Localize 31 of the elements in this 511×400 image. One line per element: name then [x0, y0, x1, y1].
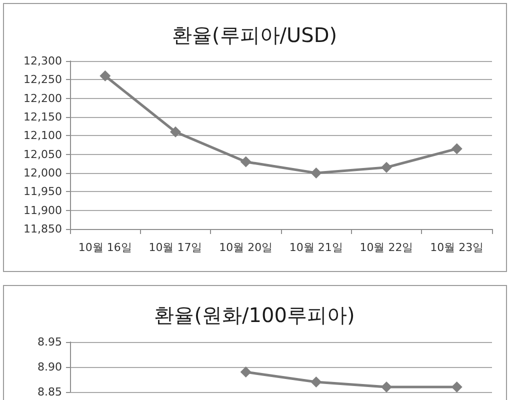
- point: [240, 366, 252, 378]
- y-tick-label: 12,250: [24, 73, 62, 86]
- y-tick-label: 12,150: [24, 110, 62, 124]
- point: [381, 382, 392, 392]
- chart-title: 환율(원화/100루피아): [154, 303, 355, 327]
- x-tick-label: 10월 22일: [360, 241, 414, 254]
- point: [100, 70, 111, 82]
- y-tick-label: 8.90: [38, 360, 62, 374]
- chart-title: 환율(루피아/USD): [172, 23, 338, 47]
- x-tick-label: 10월 21일: [289, 241, 343, 254]
- x-tick-label: 10월 16일: [78, 241, 132, 254]
- point: [451, 382, 462, 392]
- point: [381, 162, 392, 173]
- x-tick-label: 10월 17일: [148, 241, 202, 254]
- point: [310, 376, 322, 388]
- y-tick-label: 12,300: [24, 54, 62, 68]
- y-tick-label: 8.95: [38, 336, 62, 348]
- y-tick-label: 12,000: [24, 166, 62, 180]
- point: [310, 168, 322, 178]
- x-tick-label: 10월 23일: [430, 241, 484, 254]
- y-tick-label: 11,950: [24, 185, 62, 198]
- y-tick-label: 12,200: [24, 92, 62, 105]
- y-tick-label: 11,850: [24, 222, 62, 236]
- point: [240, 156, 252, 168]
- y-tick-label: 12,100: [24, 129, 62, 142]
- y-tick-label: 8.85: [38, 386, 62, 398]
- y-tick-label: 12,050: [24, 148, 62, 161]
- point: [451, 143, 462, 154]
- y-tick-label: 11,900: [24, 204, 62, 217]
- x-tick-label: 10월 20일: [219, 241, 273, 254]
- point: [170, 126, 181, 138]
